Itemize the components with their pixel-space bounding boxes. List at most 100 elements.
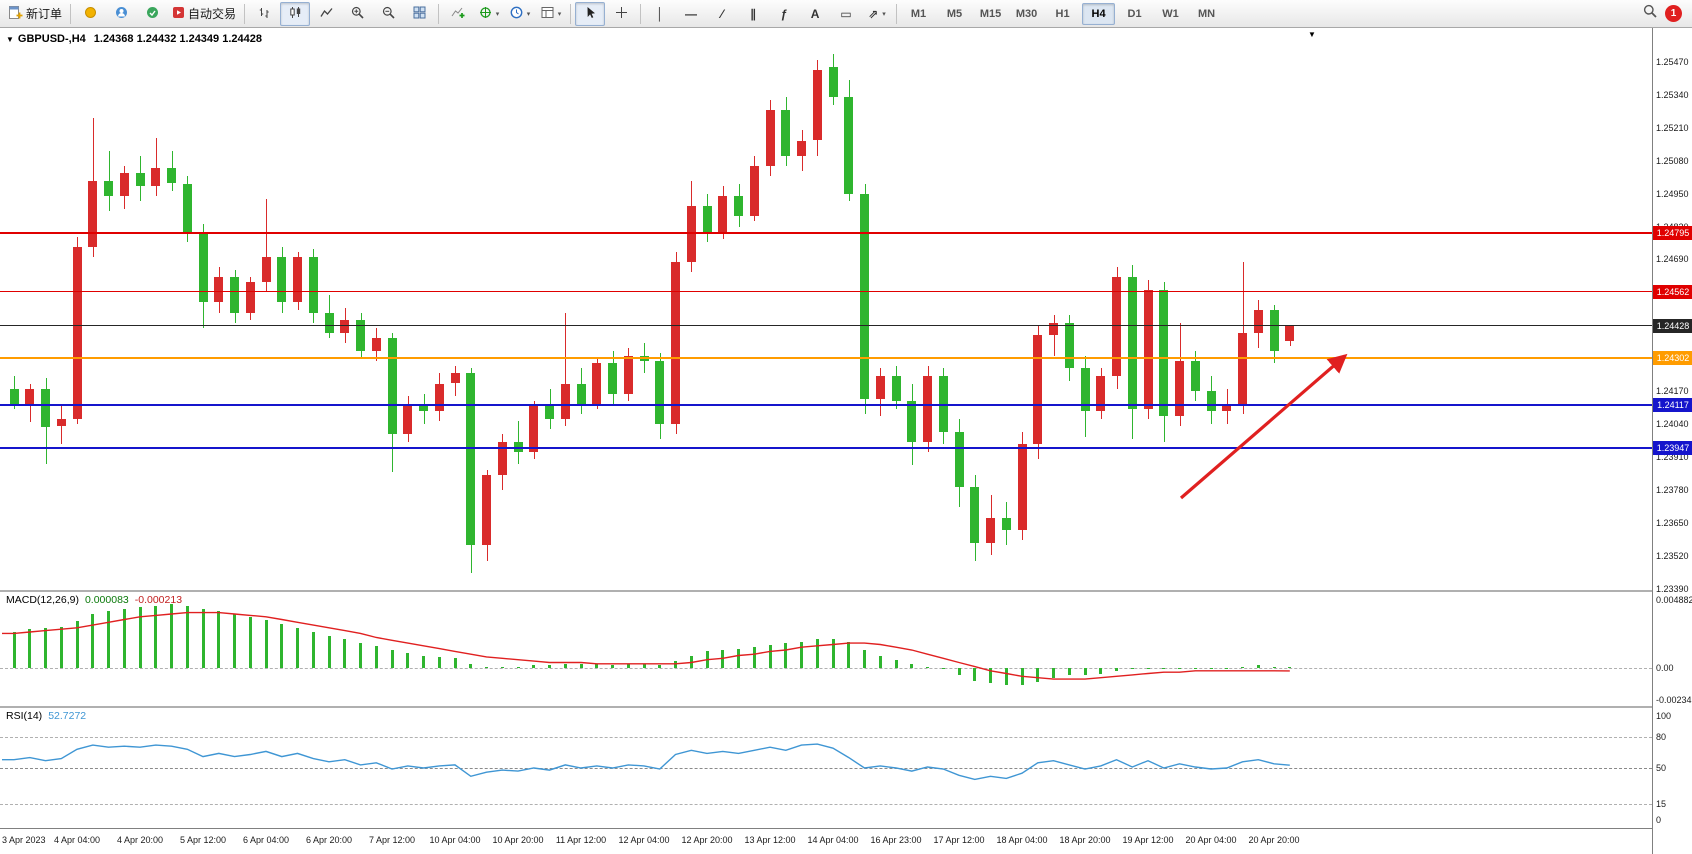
timeframe-button-mn[interactable]: MN [1197,7,1216,20]
candle [261,256,271,283]
macd-histogram-bar [831,638,835,668]
macd-histogram-bar [516,666,520,668]
candle [560,383,570,419]
toolbar-separator [244,3,246,24]
candle [1159,289,1169,417]
hline-1.24795[interactable] [0,232,1652,234]
chart-shift-marker-icon[interactable]: ▼ [1308,30,1316,39]
macd-histogram-bar [469,663,473,668]
periods-button[interactable]: ▾ [505,2,535,26]
macd-histogram-bar [453,658,457,668]
time-axis[interactable]: 3 Apr 2023 4 Apr 04:00 4 Apr 20:00 5 Apr 12… [0,828,1692,854]
candle [828,67,838,98]
crosshair-button[interactable] [606,2,636,26]
hline-1.24428[interactable] [0,325,1652,327]
price-badge: 1.24117 [1653,397,1692,412]
templates-button[interactable]: ▾ [536,2,566,26]
fibonacci-button[interactable]: ƒ [769,2,799,26]
cursor-button[interactable] [575,1,606,26]
indicator-list-button[interactable]: ▾ [474,2,504,26]
time-axis-label: 12 Apr 20:00 [681,835,733,845]
market-green-icon [146,6,159,22]
macd-histogram-bar [12,632,16,668]
candle [671,262,680,424]
rsi-value: 52.7272 [48,710,87,722]
search-icon[interactable] [1643,4,1657,23]
target-green-icon [479,6,492,22]
candle [655,360,665,424]
collapse-triangle-icon[interactable]: ▼ [6,35,14,44]
zoom-in-icon [351,6,364,22]
macd-histogram-bar [154,605,158,668]
timeframe-button-h4[interactable]: H4 [1082,2,1116,25]
candles-icon [289,6,302,22]
notification-badge[interactable]: 1 [1665,5,1682,22]
arrows-button[interactable]: ⇗ ▾ [862,2,892,26]
profile-button[interactable] [106,2,136,26]
candle [277,256,287,303]
timeframe-button-w1[interactable]: W1 [1162,7,1179,20]
macd-histogram-bar [626,663,630,668]
channel-button[interactable]: ∥ [738,2,768,26]
time-axis-label: 17 Apr 12:00 [933,835,985,845]
label-button[interactable]: ▭ [831,2,861,26]
candlestick-chart-button[interactable] [280,1,311,26]
auto-trading-button[interactable]: 自动交易 [168,2,240,26]
macd-histogram-bar [532,665,536,668]
price-axis[interactable]: 1.254701.253401.252101.250801.249501.248… [1652,28,1692,854]
time-axis-label: 4 Apr 20:00 [116,835,164,845]
bar-chart-button[interactable] [249,2,279,26]
timeframe-button-m5[interactable]: M5 [946,7,963,20]
rsi-axis-label: 0 [1656,815,1662,825]
candle [970,487,980,543]
candle [25,388,35,404]
vertical-line-button[interactable]: │ [645,2,675,26]
hline-1.24562[interactable] [0,291,1652,293]
vertical-line-icon: │ [656,6,664,21]
zoom-out-button[interactable] [373,2,403,26]
text-button[interactable]: A [800,2,830,26]
line-chart-button[interactable] [311,2,341,26]
timeframe-button-m15[interactable]: M15 [979,7,1002,20]
timeframe-button-d1[interactable]: D1 [1127,7,1142,20]
zoom-in-button[interactable] [342,2,372,26]
time-axis-label: 18 Apr 20:00 [1059,835,1111,845]
horizontal-line-button[interactable]: — [676,2,706,26]
tile-windows-button[interactable] [404,2,434,26]
candle [9,388,19,404]
candle [749,165,759,217]
candle [167,168,176,184]
pane-separator[interactable] [0,590,1692,592]
candle [1175,360,1184,417]
autotrade-red-icon [172,6,185,22]
pane-separator[interactable] [0,706,1692,708]
macd-histogram-bar [1115,668,1118,671]
price-axis-label: 1.23520 [1656,550,1689,561]
hline-1.24302[interactable] [0,356,1652,359]
candle [1238,332,1247,404]
macd-axis-label: 0.004882 [1656,595,1692,606]
hline-1.23947[interactable] [0,446,1652,449]
crosshair-icon [615,6,628,22]
new-order-button[interactable]: 新订单 [4,2,66,26]
indicators-button[interactable] [443,2,473,26]
market-button[interactable] [137,2,167,26]
macd-histogram-bar [1272,666,1276,668]
timeframe-button-m30[interactable]: M30 [1015,7,1038,20]
trendline-button[interactable]: ⁄ [707,2,737,26]
price-axis-label: 1.25210 [1656,122,1689,133]
macd-histogram-bar [1052,668,1055,678]
toolbar-separator [438,3,440,24]
timeframe-button-m1[interactable]: M1 [910,7,927,20]
candle [1017,444,1027,531]
macd-histogram-bar [1162,668,1166,670]
timeframe-button-h1[interactable]: H1 [1055,7,1070,20]
candle [891,375,901,402]
price-axis-label: 1.25080 [1656,155,1689,166]
candle [1064,322,1074,369]
time-axis-label: 3 Apr 2023 [2,835,46,845]
mql5-community-button[interactable] [75,2,105,26]
hline-1.24117[interactable] [0,403,1652,406]
time-axis-label: 5 Apr 12:00 [179,835,227,845]
